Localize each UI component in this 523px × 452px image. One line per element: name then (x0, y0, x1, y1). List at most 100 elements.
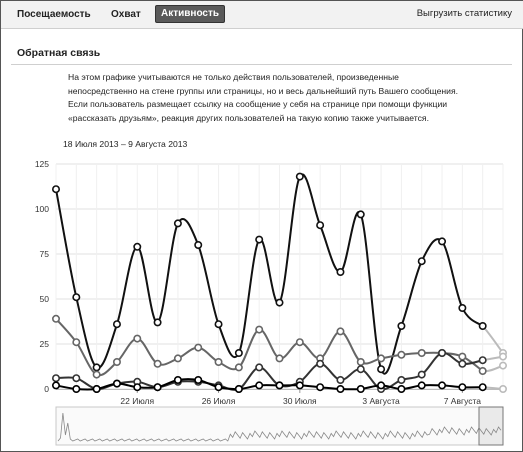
data-point[interactable] (498, 361, 507, 370)
data-point[interactable] (214, 320, 223, 329)
data-point[interactable] (356, 358, 365, 367)
data-point[interactable] (377, 381, 386, 390)
data-point[interactable] (478, 367, 487, 376)
y-tick-label: 25 (40, 339, 50, 349)
data-point[interactable] (356, 210, 365, 219)
data-point[interactable] (194, 376, 203, 385)
data-point[interactable] (92, 370, 101, 379)
data-point[interactable] (214, 358, 223, 367)
data-point[interactable] (336, 327, 345, 336)
data-point[interactable] (377, 365, 386, 374)
data-point[interactable] (336, 385, 345, 394)
data-point[interactable] (112, 358, 121, 367)
data-point[interactable] (72, 293, 81, 302)
data-point[interactable] (498, 385, 507, 394)
data-point[interactable] (316, 221, 325, 230)
x-axis: 22 Июля 26 Июля 30 Июля 3 Августа 7 Августа (56, 389, 503, 406)
data-point[interactable] (112, 379, 121, 388)
data-point[interactable] (234, 363, 243, 372)
data-point[interactable] (133, 334, 142, 343)
data-point[interactable] (153, 359, 162, 368)
data-point[interactable] (51, 381, 60, 390)
data-point[interactable] (72, 338, 81, 347)
data-point[interactable] (194, 343, 203, 352)
data-point[interactable] (51, 374, 60, 383)
data-point[interactable] (458, 304, 467, 313)
data-point[interactable] (356, 365, 365, 374)
y-tick-label: 0 (44, 384, 49, 394)
data-point[interactable] (336, 376, 345, 385)
data-point[interactable] (133, 383, 142, 392)
data-point[interactable] (438, 349, 447, 358)
data-point[interactable] (397, 385, 406, 394)
data-point[interactable] (438, 381, 447, 390)
data-point[interactable] (153, 383, 162, 392)
data-point[interactable] (214, 383, 223, 392)
navigator-selection-handle[interactable] (478, 406, 504, 446)
data-point[interactable] (255, 325, 264, 334)
data-point[interactable] (417, 349, 426, 358)
data-point[interactable] (316, 383, 325, 392)
section-description: На этом графике учитываются не только де… (68, 71, 508, 125)
chart-series (51, 172, 507, 394)
data-point[interactable] (194, 241, 203, 250)
activity-line-chart[interactable]: 0 25 50 75 100 125 22 Июля 26 Июля 30 Июля 3 Авг… (1, 151, 523, 452)
data-point[interactable] (133, 242, 142, 251)
data-point[interactable] (498, 352, 507, 361)
data-point[interactable] (417, 370, 426, 379)
chart-navigator[interactable] (55, 406, 504, 446)
data-point[interactable] (51, 314, 60, 323)
data-point[interactable] (275, 354, 284, 363)
section-title: Обратная связь (17, 47, 101, 59)
data-point[interactable] (478, 383, 487, 392)
data-point[interactable] (255, 381, 264, 390)
data-point[interactable] (417, 381, 426, 390)
x-tick-label: 26 Июля (202, 396, 236, 406)
data-point[interactable] (153, 318, 162, 327)
data-point[interactable] (173, 354, 182, 363)
data-point[interactable] (458, 352, 467, 361)
data-point[interactable] (234, 349, 243, 358)
data-point[interactable] (356, 385, 365, 394)
data-point[interactable] (458, 383, 467, 392)
data-point[interactable] (397, 350, 406, 359)
y-tick-label: 50 (40, 294, 50, 304)
data-point[interactable] (92, 385, 101, 394)
data-point[interactable] (255, 363, 264, 372)
data-point[interactable] (417, 257, 426, 266)
data-point[interactable] (336, 268, 345, 277)
tab-visits[interactable]: Посещаемость (17, 9, 91, 20)
data-point[interactable] (72, 374, 81, 383)
data-point[interactable] (51, 185, 60, 194)
description-line: непосредственно на стене группы или стра… (68, 85, 458, 96)
data-point[interactable] (316, 359, 325, 368)
data-point[interactable] (295, 338, 304, 347)
export-statistics-link[interactable]: Выгрузить статистику (416, 8, 512, 19)
data-point[interactable] (72, 385, 81, 394)
data-point[interactable] (397, 376, 406, 385)
x-tick-label: 30 Июля (283, 396, 317, 406)
data-point[interactable] (275, 381, 284, 390)
data-point[interactable] (295, 381, 304, 390)
tab-activity[interactable]: Активность (155, 5, 226, 23)
data-point[interactable] (275, 298, 284, 307)
data-point[interactable] (397, 322, 406, 331)
data-point[interactable] (478, 322, 487, 331)
data-point[interactable] (478, 356, 487, 365)
data-point[interactable] (458, 359, 467, 368)
data-point[interactable] (173, 376, 182, 385)
description-line: На этом графике учитываются не только де… (68, 72, 399, 82)
series-line (55, 351, 483, 391)
description-line: Если пользователь размещает ссылку на со… (68, 99, 448, 109)
data-point[interactable] (295, 172, 304, 181)
stats-tab-bar: Посещаемость Охват Активность Выгрузить … (1, 1, 523, 29)
data-point[interactable] (112, 320, 121, 329)
data-point[interactable] (255, 235, 264, 244)
data-point[interactable] (92, 363, 101, 372)
data-point[interactable] (377, 354, 386, 363)
tab-reach[interactable]: Охват (111, 9, 141, 20)
x-tick-label: 3 Августа (362, 396, 400, 406)
data-point[interactable] (173, 219, 182, 228)
data-point[interactable] (234, 385, 243, 394)
data-point[interactable] (438, 237, 447, 246)
